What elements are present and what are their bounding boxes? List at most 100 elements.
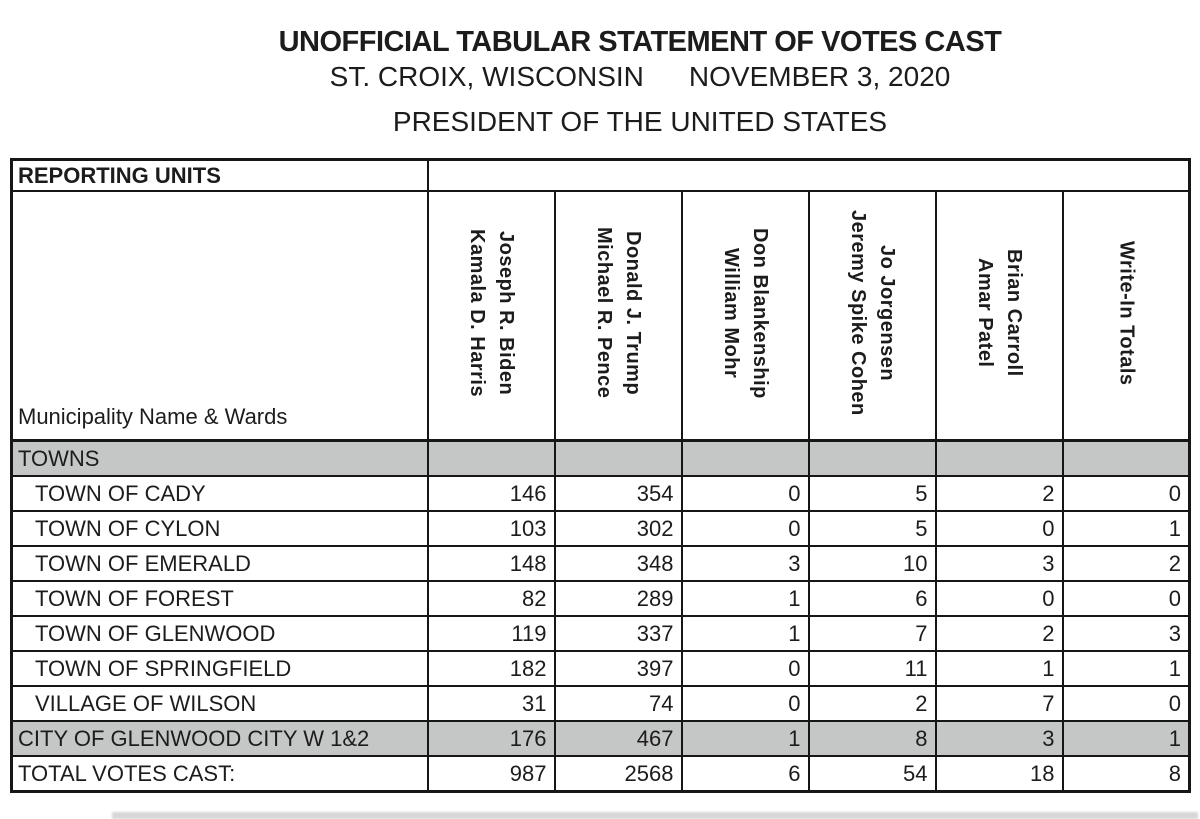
vote-count-cell: 3 xyxy=(1061,615,1191,652)
vote-count-cell: 1 xyxy=(680,615,810,652)
reporting-units-spacer-cell xyxy=(426,158,1191,192)
section-empty-cell xyxy=(1061,439,1191,477)
vote-count-cell: 302 xyxy=(553,510,683,547)
vote-count-cell: 5 xyxy=(807,475,937,512)
vote-count-cell: 8 xyxy=(807,720,937,757)
vote-count-cell: 2 xyxy=(1061,545,1191,582)
municipality-cell: TOTAL VOTES CAST: xyxy=(10,755,429,793)
vote-count-cell: 182 xyxy=(426,650,556,687)
candidate-name-line: Kamala D. Harris xyxy=(466,228,488,398)
vote-count-cell: 148 xyxy=(426,545,556,582)
candidate-column-header: Jo Jorgensen Jeremy Spike Cohen xyxy=(807,190,937,442)
candidate-name-line: Donald J. Trump xyxy=(622,230,644,396)
municipality-header: Municipality Name & Wards xyxy=(10,190,429,442)
vote-count-cell: 10 xyxy=(807,545,937,582)
section-empty-cell xyxy=(934,439,1064,477)
vote-count-cell: 0 xyxy=(934,510,1064,547)
vote-count-cell: 2 xyxy=(807,685,937,722)
candidate-name-vertical: Don Blankenship William Mohr xyxy=(716,228,774,399)
vote-count-cell: 54 xyxy=(807,755,937,793)
vote-count-cell: 2568 xyxy=(553,755,683,793)
vote-count-cell: 0 xyxy=(680,475,810,512)
table-row: VILLAGE OF WILSON 31 74 0 2 7 0 xyxy=(10,685,1191,722)
vote-count-cell: 2 xyxy=(934,475,1064,512)
vote-count-cell: 6 xyxy=(807,580,937,617)
vote-count-cell: 3 xyxy=(680,545,810,582)
table-row: TOWN OF CYLON 103 302 0 5 0 1 xyxy=(10,510,1191,547)
candidate-name-line: Brian Carroll xyxy=(1003,249,1025,377)
candidate-name-line: Write-In Totals xyxy=(1115,240,1138,386)
table-row: TOWN OF EMERALD 148 348 3 10 3 2 xyxy=(10,545,1191,582)
section-empty-cell xyxy=(807,439,937,477)
office-title: PRESIDENT OF THE UNITED STATES xyxy=(392,106,888,137)
table-row: TOWN OF GLENWOOD 119 337 1 7 2 3 xyxy=(10,615,1191,652)
vote-count-cell: 31 xyxy=(426,685,556,722)
vote-count-cell: 119 xyxy=(426,615,556,652)
candidate-name-vertical: Joseph R. Biden Kamala D. Harris xyxy=(462,229,520,397)
votes-table: REPORTING UNITS Municipality Name & Ward… xyxy=(10,158,1191,793)
vote-count-cell: 103 xyxy=(426,510,556,547)
vote-count-cell: 5 xyxy=(807,510,937,547)
table-row: CITY OF GLENWOOD CITY W 1&2 176 467 1 8 3 1 xyxy=(10,720,1191,757)
candidate-column-header: Write-In Totals xyxy=(1061,190,1191,442)
municipality-cell: VILLAGE OF WILSON xyxy=(10,685,429,722)
vote-count-cell: 7 xyxy=(934,685,1064,722)
vote-count-cell: 0 xyxy=(680,650,810,687)
vote-count-cell: 289 xyxy=(553,580,683,617)
municipality-cell: TOWN OF CADY xyxy=(10,475,429,512)
election-date-label: NOVEMBER 3, 2020 xyxy=(688,61,951,92)
vote-count-cell: 987 xyxy=(426,755,556,793)
candidate-column-header: Joseph R. Biden Kamala D. Harris xyxy=(426,190,556,442)
vote-count-cell: 1 xyxy=(680,720,810,757)
vote-count-cell: 2 xyxy=(934,615,1064,652)
vote-count-cell: 6 xyxy=(680,755,810,793)
vote-count-cell: 0 xyxy=(934,580,1064,617)
reporting-units-row: REPORTING UNITS xyxy=(10,158,1191,192)
vote-count-cell: 176 xyxy=(426,720,556,757)
municipality-cell: TOWN OF EMERALD xyxy=(10,545,429,582)
section-empty-cell xyxy=(553,439,683,477)
vote-count-cell: 1 xyxy=(680,580,810,617)
vote-count-cell: 74 xyxy=(553,685,683,722)
vote-count-cell: 1 xyxy=(1061,720,1191,757)
municipality-cell: TOWN OF FOREST xyxy=(10,580,429,617)
vote-count-cell: 354 xyxy=(553,475,683,512)
municipality-cell: CITY OF GLENWOOD CITY W 1&2 xyxy=(10,720,429,757)
table-row: TOWN OF CADY 146 354 0 5 2 0 xyxy=(10,475,1191,512)
section-label: TOWNS xyxy=(10,439,429,477)
vote-count-cell: 337 xyxy=(553,615,683,652)
section-empty-cell xyxy=(426,439,556,477)
document-header: UNOFFICIAL TABULAR STATEMENT OF VOTES CA… xyxy=(80,26,1200,138)
vote-count-cell: 7 xyxy=(807,615,937,652)
candidate-column-header: Donald J. Trump Michael R. Pence xyxy=(553,190,683,442)
table-row: TOWN OF SPRINGFIELD 182 397 0 11 1 1 xyxy=(10,650,1191,687)
vote-count-cell: 3 xyxy=(934,545,1064,582)
vote-count-cell: 0 xyxy=(1061,580,1191,617)
vote-count-cell: 11 xyxy=(807,650,937,687)
vote-count-cell: 3 xyxy=(934,720,1064,757)
municipality-cell: TOWN OF GLENWOOD xyxy=(10,615,429,652)
candidate-name-line: Don Blankenship xyxy=(749,227,771,399)
candidate-column-header: Don Blankenship William Mohr xyxy=(680,190,810,442)
candidate-name-line: Jeremy Spike Cohen xyxy=(847,210,869,416)
vote-count-cell: 348 xyxy=(553,545,683,582)
candidate-name-line: Jo Jorgensen xyxy=(876,244,898,382)
vote-count-cell: 1 xyxy=(1061,650,1191,687)
cutoff-next-section-artifact xyxy=(112,812,1198,819)
candidate-name-line: William Mohr xyxy=(720,247,742,379)
candidate-column-header: Brian Carroll Amar Patel xyxy=(934,190,1064,442)
section-row-towns: TOWNS xyxy=(10,439,1191,477)
candidate-name-vertical: Jo Jorgensen Jeremy Spike Cohen xyxy=(843,210,901,416)
vote-count-cell: 8 xyxy=(1061,755,1191,793)
table-row: TOWN OF FOREST 82 289 1 6 0 0 xyxy=(10,580,1191,617)
vote-count-cell: 0 xyxy=(1061,475,1191,512)
vote-count-cell: 1 xyxy=(934,650,1064,687)
vote-count-cell: 397 xyxy=(553,650,683,687)
candidate-name-line: Joseph R. Biden xyxy=(495,230,517,396)
table-row: TOTAL VOTES CAST: 987 2568 6 54 18 8 xyxy=(10,755,1191,793)
vote-count-cell: 0 xyxy=(1061,685,1191,722)
county-state-label: ST. CROIX, WISCONSIN xyxy=(329,61,644,92)
municipality-cell: TOWN OF CYLON xyxy=(10,510,429,547)
vote-count-cell: 146 xyxy=(426,475,556,512)
